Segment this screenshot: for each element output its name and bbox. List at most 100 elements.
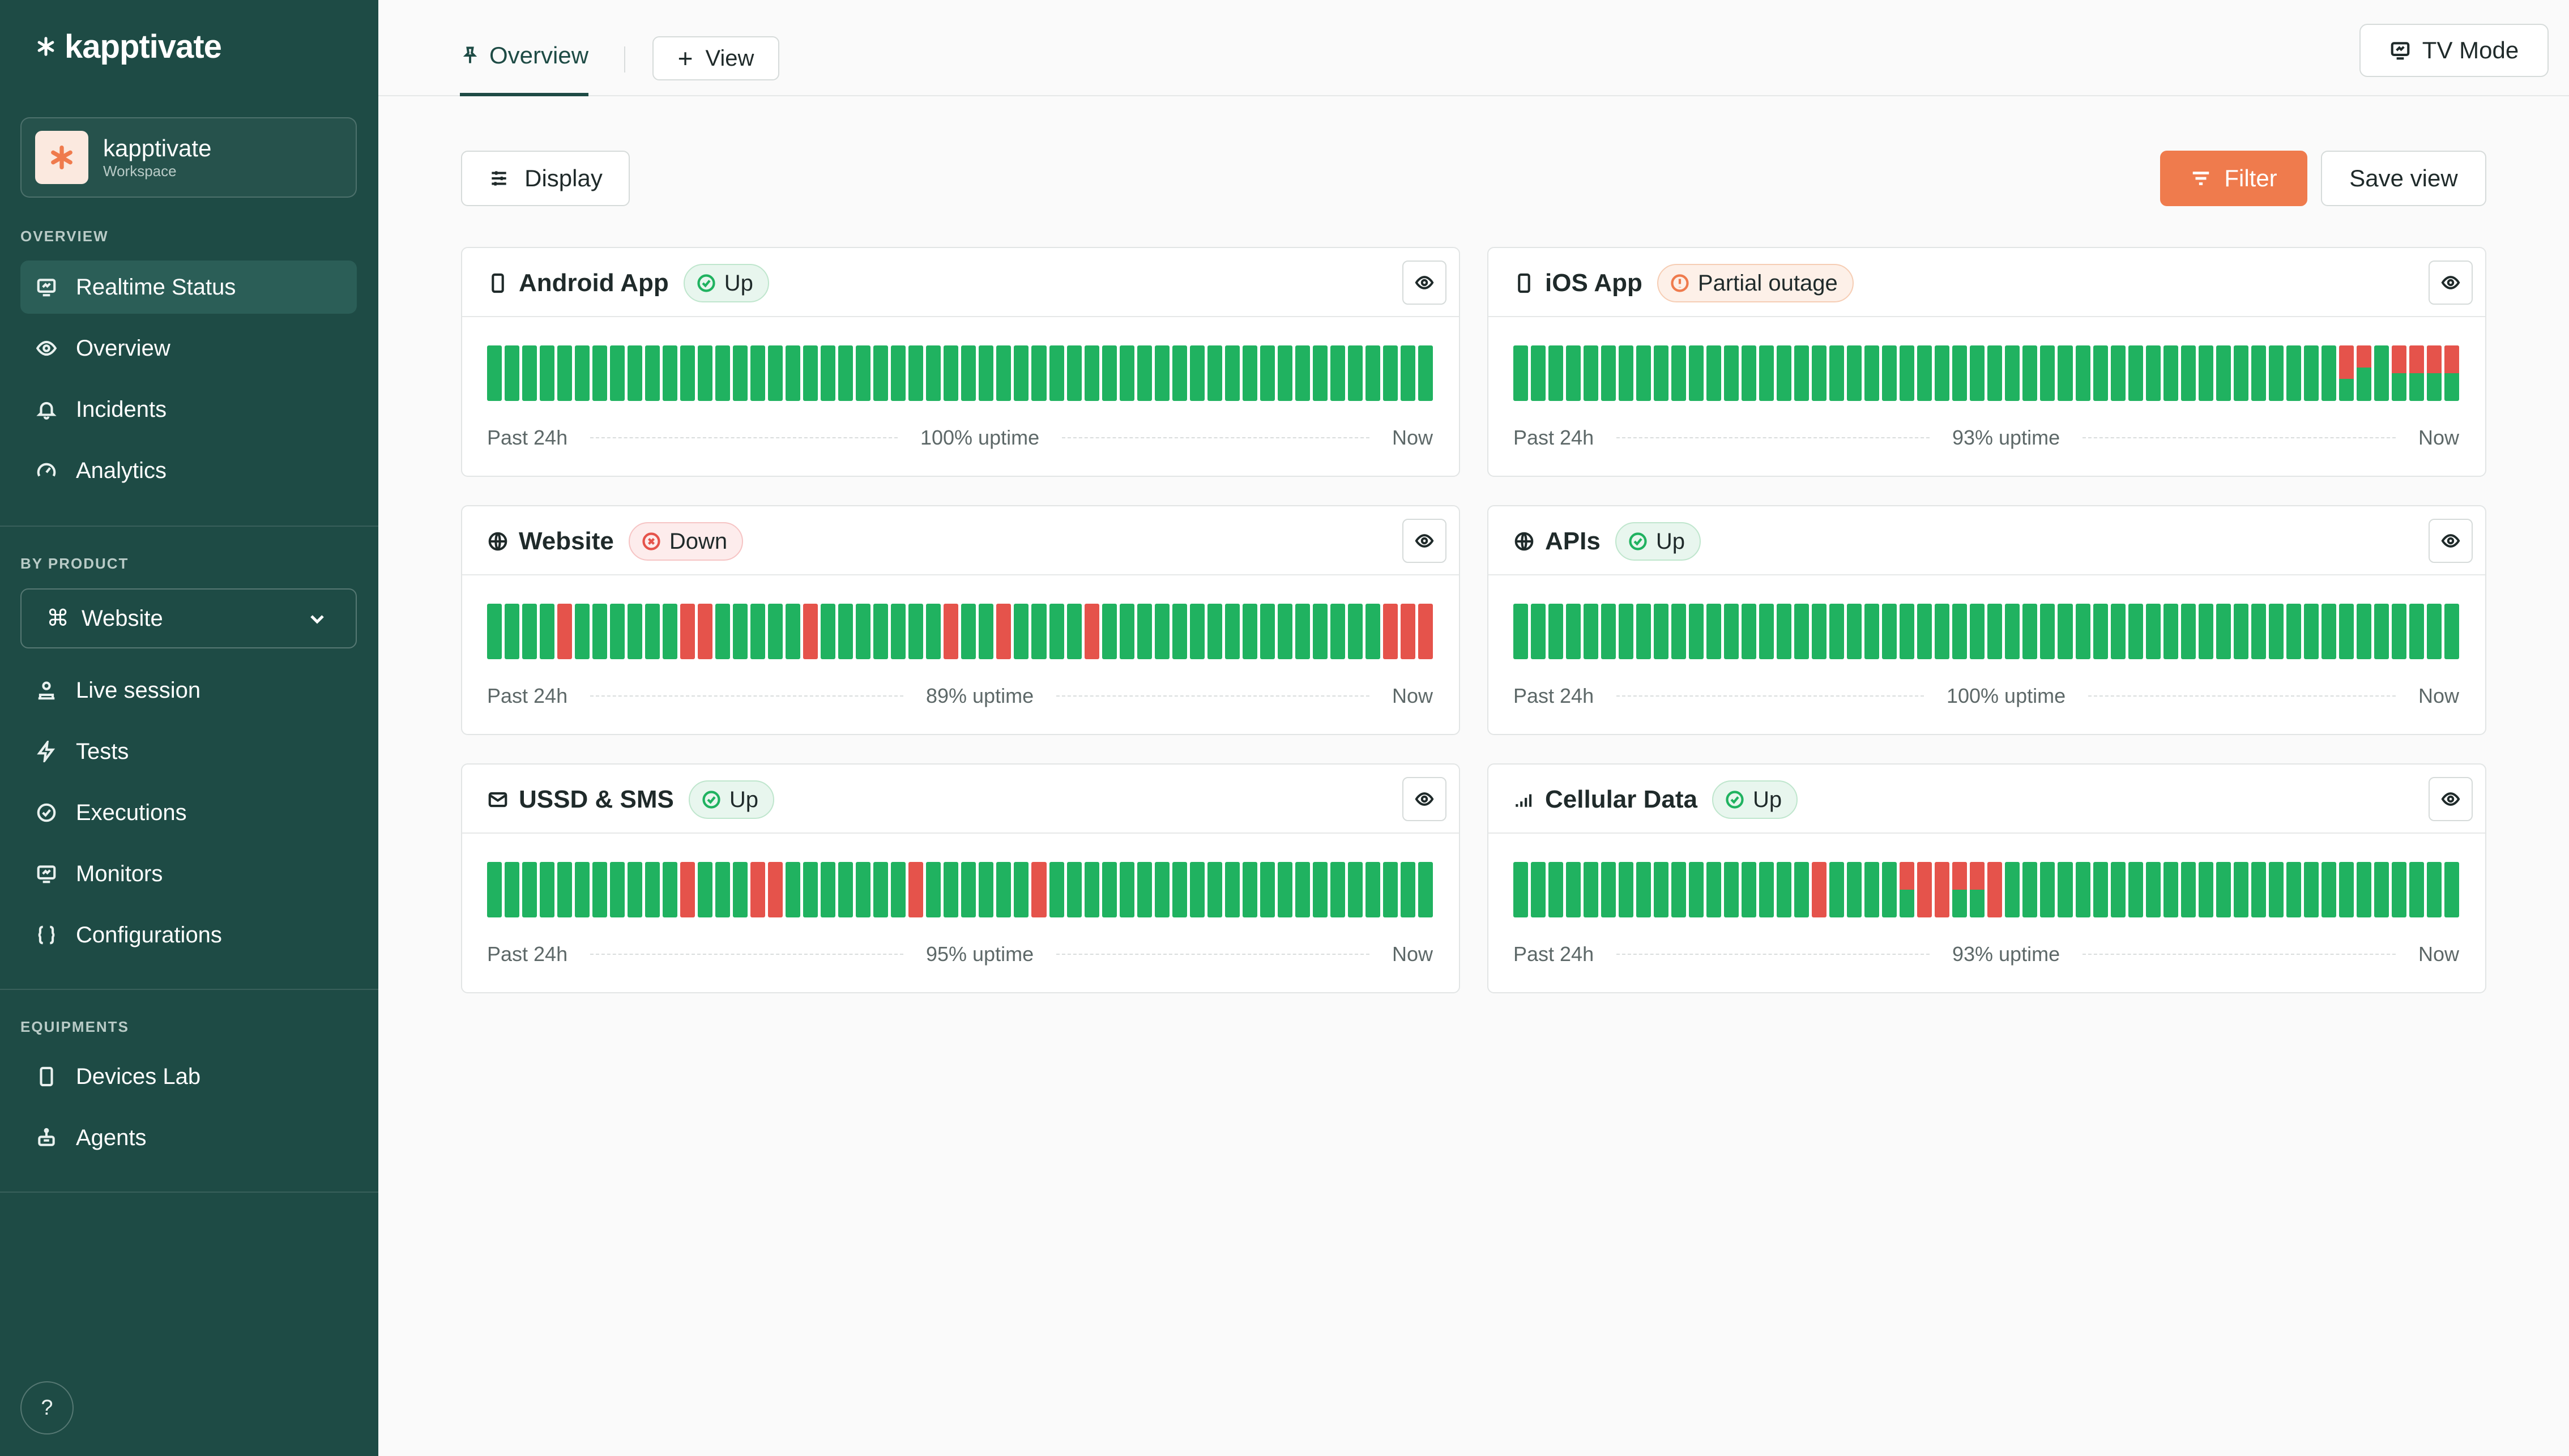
- uptime-bar-up[interactable]: [1049, 345, 1064, 401]
- uptime-bar-up[interactable]: [1900, 604, 1915, 659]
- uptime-bar-up[interactable]: [698, 345, 713, 401]
- uptime-bar-up[interactable]: [1812, 345, 1827, 401]
- uptime-bar-up[interactable]: [2093, 862, 2108, 917]
- uptime-bar-up[interactable]: [1172, 604, 1187, 659]
- uptime-bar-up[interactable]: [575, 345, 590, 401]
- uptime-bar-up[interactable]: [768, 604, 783, 659]
- toggle-visibility-button[interactable]: [1402, 777, 1446, 821]
- toggle-visibility-button[interactable]: [2429, 777, 2473, 821]
- uptime-bar-up[interactable]: [2022, 862, 2038, 917]
- uptime-bar-up[interactable]: [1207, 604, 1222, 659]
- uptime-bar-up[interactable]: [1189, 862, 1205, 917]
- uptime-bar-up[interactable]: [2093, 345, 2108, 401]
- uptime-bar-up[interactable]: [2075, 604, 2090, 659]
- uptime-bar-up[interactable]: [1312, 604, 1328, 659]
- uptime-bar-up[interactable]: [1224, 862, 1240, 917]
- uptime-bar-up[interactable]: [1014, 345, 1029, 401]
- uptime-bar-up[interactable]: [2040, 862, 2055, 917]
- uptime-bar-up[interactable]: [2075, 345, 2090, 401]
- uptime-bar-up[interactable]: [592, 862, 608, 917]
- filter-button[interactable]: Filter: [2160, 151, 2307, 206]
- uptime-bar-up[interactable]: [1970, 604, 1985, 659]
- uptime-bar-up[interactable]: [2321, 604, 2336, 659]
- uptime-bar-up[interactable]: [2233, 604, 2248, 659]
- uptime-bar-up[interactable]: [1864, 345, 1880, 401]
- uptime-bar-up[interactable]: [2356, 604, 2371, 659]
- uptime-bar-up[interactable]: [1671, 604, 1687, 659]
- uptime-bar-up[interactable]: [1864, 604, 1880, 659]
- uptime-bar-up[interactable]: [557, 862, 573, 917]
- uptime-bar-up[interactable]: [1706, 862, 1722, 917]
- uptime-bar-up[interactable]: [1584, 862, 1599, 917]
- uptime-bar-up[interactable]: [2005, 862, 2020, 917]
- uptime-bar-up[interactable]: [645, 345, 660, 401]
- uptime-bar-up[interactable]: [2426, 604, 2442, 659]
- uptime-bar-up[interactable]: [2444, 604, 2459, 659]
- uptime-bar-up[interactable]: [2005, 604, 2020, 659]
- uptime-bar-up[interactable]: [961, 604, 976, 659]
- sidebar-item-realtime-status[interactable]: Realtime Status: [20, 261, 357, 314]
- uptime-bar-up[interactable]: [1277, 862, 1292, 917]
- uptime-bar-up[interactable]: [1347, 604, 1363, 659]
- uptime-bar-up[interactable]: [1952, 345, 1968, 401]
- uptime-bar-up[interactable]: [1066, 345, 1082, 401]
- uptime-bar-up[interactable]: [1900, 345, 1915, 401]
- uptime-bar-up[interactable]: [1049, 604, 1064, 659]
- uptime-bar-up[interactable]: [1154, 604, 1170, 659]
- uptime-bar-partial[interactable]: [2391, 345, 2406, 401]
- uptime-bar-up[interactable]: [1829, 345, 1845, 401]
- uptime-bar-up[interactable]: [803, 862, 818, 917]
- uptime-bar-up[interactable]: [2145, 345, 2161, 401]
- uptime-bar-up[interactable]: [961, 862, 976, 917]
- uptime-bar-up[interactable]: [1654, 345, 1669, 401]
- uptime-bar-up[interactable]: [856, 345, 871, 401]
- uptime-bar-up[interactable]: [1513, 862, 1529, 917]
- uptime-bar-up[interactable]: [2145, 862, 2161, 917]
- uptime-bar-up[interactable]: [2409, 862, 2424, 917]
- uptime-bar-up[interactable]: [2163, 604, 2178, 659]
- uptime-bar-up[interactable]: [1119, 345, 1134, 401]
- uptime-bar-up[interactable]: [1137, 345, 1152, 401]
- uptime-bar-up[interactable]: [733, 862, 748, 917]
- uptime-bar-up[interactable]: [1671, 862, 1687, 917]
- uptime-bar-down[interactable]: [1987, 862, 2003, 917]
- uptime-bar-up[interactable]: [2128, 604, 2143, 659]
- uptime-bar-up[interactable]: [1935, 604, 1950, 659]
- uptime-bar-up[interactable]: [1242, 862, 1257, 917]
- toggle-visibility-button[interactable]: [2429, 519, 2473, 563]
- uptime-bar-up[interactable]: [2040, 345, 2055, 401]
- uptime-bar-up[interactable]: [786, 862, 801, 917]
- uptime-bar-up[interactable]: [821, 345, 836, 401]
- uptime-bar-up[interactable]: [1847, 345, 1862, 401]
- uptime-bar-up[interactable]: [2303, 862, 2319, 917]
- uptime-bar-up[interactable]: [2040, 604, 2055, 659]
- uptime-bar-up[interactable]: [1365, 345, 1380, 401]
- uptime-bar-up[interactable]: [1601, 862, 1616, 917]
- uptime-bar-up[interactable]: [1742, 862, 1757, 917]
- uptime-bar-up[interactable]: [487, 345, 502, 401]
- uptime-bar-up[interactable]: [1636, 345, 1652, 401]
- uptime-bar-up[interactable]: [1619, 345, 1634, 401]
- uptime-bar-up[interactable]: [1084, 345, 1099, 401]
- uptime-bar-partial[interactable]: [2444, 345, 2459, 401]
- uptime-bar-down[interactable]: [1084, 604, 1099, 659]
- uptime-bar-up[interactable]: [2058, 604, 2073, 659]
- uptime-bar-up[interactable]: [1759, 862, 1774, 917]
- uptime-bar-up[interactable]: [821, 604, 836, 659]
- uptime-bar-up[interactable]: [540, 345, 555, 401]
- uptime-bar-down[interactable]: [1418, 604, 1433, 659]
- uptime-bar-up[interactable]: [575, 604, 590, 659]
- uptime-bar-up[interactable]: [1584, 345, 1599, 401]
- uptime-bar-up[interactable]: [2391, 604, 2406, 659]
- uptime-bar-up[interactable]: [1312, 345, 1328, 401]
- uptime-bar-up[interactable]: [610, 345, 625, 401]
- uptime-bar-up[interactable]: [1066, 604, 1082, 659]
- uptime-bar-up[interactable]: [1277, 604, 1292, 659]
- uptime-bar-down[interactable]: [768, 862, 783, 917]
- uptime-bar-up[interactable]: [2058, 862, 2073, 917]
- uptime-bar-up[interactable]: [2110, 604, 2126, 659]
- uptime-bar-up[interactable]: [557, 345, 573, 401]
- save-view-button[interactable]: Save view: [2321, 151, 2486, 206]
- tab-overview[interactable]: Overview: [460, 35, 589, 96]
- uptime-bar-up[interactable]: [2356, 862, 2371, 917]
